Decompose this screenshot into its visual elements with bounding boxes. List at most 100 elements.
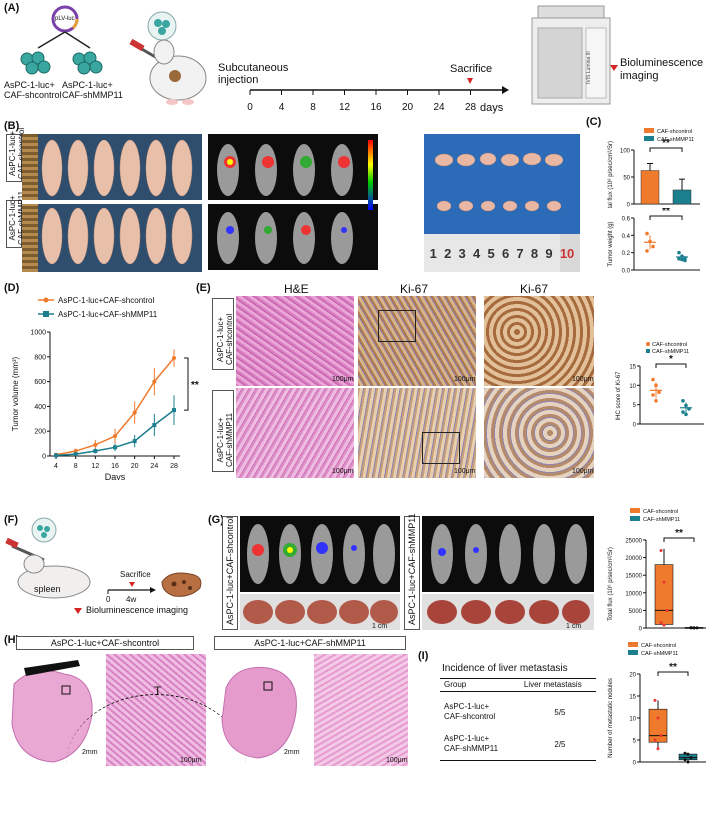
data-point <box>681 399 685 403</box>
g-label-control: AsPC-1-luc+CAF-shcontrol <box>222 516 238 630</box>
tumor-photo: 1 2 3 4 5 6 7 8 9 10 <box>424 134 580 272</box>
table-row: AsPC-1-luc+ CAF-shcontrol 5/5 <box>444 702 566 721</box>
y-tick-label: 200 <box>34 429 46 436</box>
bar-control <box>640 170 660 205</box>
data-point <box>656 716 660 720</box>
scalebar-e5: 100μm <box>454 468 476 475</box>
y-tick-label: 0.6 <box>622 217 631 223</box>
row-label-control: AsPC-1-luc+CAF-shcontrol <box>6 128 26 182</box>
g-label-shmmp11: AsPC-1-luc+CAF-shMMP11 <box>404 513 420 630</box>
col-title-ki67: Ki-67 <box>400 282 429 296</box>
data-point <box>113 434 117 439</box>
data-point <box>686 752 690 756</box>
panel-label-i: (I) <box>418 650 429 662</box>
scalebar-e3: 100μm <box>572 376 594 383</box>
y-axis-label: IHC score of Ki-67 <box>616 371 622 421</box>
x-tick-label: 24 <box>150 463 158 470</box>
scalebar-e2: 100μm <box>454 376 476 383</box>
timeline-tick-label: 16 <box>370 102 382 113</box>
legend-label-shmmp11: CAF-shMMP11 <box>652 349 689 355</box>
mice-photo <box>22 134 202 272</box>
data-point <box>686 760 690 764</box>
y-tick-label: 0 <box>633 423 637 429</box>
timeline-tick-label: 4 <box>279 102 285 113</box>
h-scale-2mm-right: 2mm <box>284 749 300 756</box>
h-title-shmmp11: AsPC-1-luc+CAF-shMMP11 <box>214 636 406 650</box>
y-axis-label: Total flux (10⁶ p/sec/cm²/Sr) <box>607 547 614 621</box>
y-tick-label: 25000 <box>625 539 642 545</box>
liver-icon <box>161 572 202 597</box>
cell-cluster-icon <box>72 51 103 75</box>
panel-label-g: (G) <box>208 514 224 526</box>
data-point <box>645 249 649 253</box>
days-label: days <box>480 102 504 114</box>
y-axis-label: Number of metastatic nodules <box>608 678 614 758</box>
significance-label: ** <box>675 528 683 539</box>
data-point <box>132 439 137 444</box>
injection-label: Subcutaneous injection <box>218 62 289 86</box>
scalebar-e1: 100μm <box>332 376 354 383</box>
tumor-label: T <box>154 684 162 698</box>
timeline-tick-label: 24 <box>433 102 445 113</box>
cell-cluster-icon <box>20 51 51 75</box>
table-header-metastasis: Liver metastasis <box>523 680 582 689</box>
y-tick-label: 10 <box>629 384 636 390</box>
data-point <box>651 377 655 382</box>
panel-label-a: (A) <box>4 2 20 14</box>
timeline-tick-label: 20 <box>402 102 414 113</box>
legend-marker-control <box>646 342 650 346</box>
branch-arrows <box>37 31 91 49</box>
spleen-label: spleen <box>34 584 61 594</box>
data-point <box>651 393 655 397</box>
chart-c-flux: CAF-shcontrol CAF-shMMP11 0 50 100 Total flux… <box>607 128 700 209</box>
y-tick-label: 0 <box>42 454 46 461</box>
bar-shmmp11 <box>672 189 692 205</box>
ki67-image-control <box>358 296 476 386</box>
device-label: IVIS Lumina III <box>586 51 592 84</box>
legend-swatch-shmmp11 <box>628 650 638 655</box>
significance-label: ** <box>662 138 670 149</box>
timeline-tick-label: 12 <box>339 102 351 113</box>
legend-marker-shmmp11 <box>646 349 650 353</box>
col-title-ki67-zoom: Ki-67 <box>520 282 549 296</box>
box-control <box>654 564 674 625</box>
data-point <box>656 747 660 751</box>
significance-label: * <box>669 354 673 365</box>
ruler-labels: 1 2 3 4 5 6 7 8 9 10 <box>429 245 575 261</box>
data-point <box>93 442 98 447</box>
data-point <box>683 258 687 263</box>
panel-label-e: (E) <box>196 282 211 294</box>
e-row-label-control: AsPC-1-luc+ CAF-shcontrol <box>212 298 234 370</box>
significance-label: ** <box>662 208 670 217</box>
legend-swatch-control <box>628 642 638 647</box>
mouse-injection-icon <box>129 11 207 105</box>
incidence-title: Incidence of liver metastasis <box>442 663 568 674</box>
x-tick-label: 4 <box>54 463 58 470</box>
data-point <box>645 231 649 236</box>
spleen-injection-icon <box>5 517 91 599</box>
panel-label-c: (C) <box>586 116 602 128</box>
h-zoom-shmmp11 <box>314 654 408 766</box>
panel-label-h: (H) <box>4 634 20 646</box>
y-tick-label: 0 <box>627 203 631 209</box>
data-point <box>653 738 657 742</box>
x-tick-label: 16 <box>111 463 119 470</box>
data-point <box>689 756 693 760</box>
legend-label-control: CAF-shcontrol <box>643 509 678 515</box>
data-point <box>659 549 663 553</box>
vector-icon <box>51 5 79 33</box>
y-tick-label: 100 <box>620 149 631 155</box>
data-point <box>113 445 117 450</box>
h-liver-section-shmmp11 <box>212 654 308 766</box>
legend-label-shmmp11: CAF-shMMP11 <box>643 517 680 523</box>
y-tick-label: 20000 <box>625 556 642 562</box>
ki67-zoom-shmmp11 <box>484 388 594 478</box>
y-tick-label: 20 <box>629 673 636 679</box>
data-point <box>73 449 78 454</box>
y-tick-label: 10000 <box>625 591 642 597</box>
data-point <box>662 623 666 627</box>
y-axis-label: Total flux (10⁸ p/sec/cm²/Sr) <box>607 141 614 208</box>
table-row: AsPC-1-luc+ CAF-shMMP11 2/5 <box>444 734 566 753</box>
legend-label-shmmp11: CAF-shMMP11 <box>641 651 678 657</box>
y-tick-label: 0 <box>639 627 643 633</box>
